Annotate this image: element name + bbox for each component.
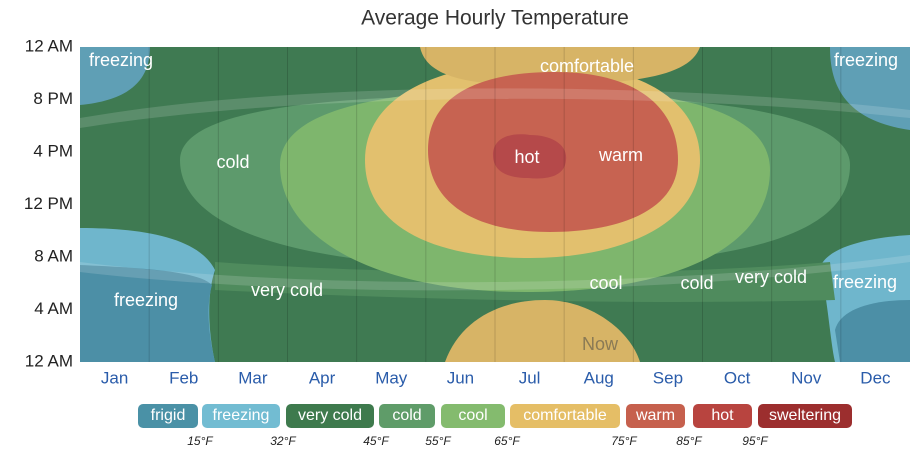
threshold-label: 55°F	[425, 434, 451, 448]
legend-label: freezing	[213, 407, 270, 424]
y-axis-label: 4 PM	[33, 141, 73, 160]
threshold-label: 65°F	[494, 434, 520, 448]
y-axis-label: 4 AM	[34, 299, 73, 318]
threshold-label: 75°F	[611, 434, 637, 448]
legend-swatch	[758, 404, 852, 428]
legend-swatch	[202, 404, 280, 428]
legend-label: cold	[392, 407, 421, 424]
month-label: Dec	[860, 368, 891, 387]
legend-swatch	[138, 404, 198, 428]
threshold-label: 32°F	[270, 434, 296, 448]
region-label: freezing	[834, 50, 898, 70]
region-label: hot	[514, 147, 539, 167]
region-label: Now	[582, 334, 619, 354]
legend-swatch	[510, 404, 620, 428]
legend-swatch	[693, 404, 752, 428]
region-label: freezing	[89, 50, 153, 70]
legend-label: hot	[711, 407, 734, 424]
chart-title: Average Hourly Temperature	[361, 7, 629, 30]
legend-label: warm	[635, 407, 675, 424]
month-label: Mar	[238, 368, 268, 387]
legend-label: very cold	[298, 407, 362, 424]
month-label: Feb	[169, 368, 198, 387]
contour-plot	[80, 47, 910, 362]
y-axis-label: 12 PM	[24, 194, 73, 213]
month-label: Jul	[519, 368, 541, 387]
y-axis-label: 12 AM	[25, 351, 73, 370]
region-label: freezing	[833, 272, 897, 292]
legend-swatch	[379, 404, 435, 428]
y-axis-label: 12 AM	[25, 36, 73, 55]
month-label: Apr	[309, 368, 336, 387]
threshold-label: 85°F	[676, 434, 702, 448]
region-label: very cold	[251, 280, 323, 300]
region-label: cold	[680, 273, 713, 293]
legend-swatch	[626, 404, 685, 428]
region-label: comfortable	[540, 56, 634, 76]
threshold-label: 15°F	[187, 434, 213, 448]
region-label: warm	[598, 145, 643, 165]
month-label: Oct	[724, 368, 751, 387]
month-label: Sep	[653, 368, 683, 387]
y-axis-label: 8 PM	[33, 89, 73, 108]
region-label: freezing	[114, 290, 178, 310]
legend-label: sweltering	[769, 407, 841, 424]
month-label: Nov	[791, 368, 822, 387]
legend-label: comfortable	[523, 407, 607, 424]
month-label: Jun	[447, 368, 474, 387]
threshold-label: 95°F	[742, 434, 768, 448]
region-label: cold	[216, 152, 249, 172]
threshold-label: 45°F	[363, 434, 389, 448]
legend-label: frigid	[151, 407, 186, 424]
month-label: Aug	[584, 368, 614, 387]
legend-swatch	[441, 404, 505, 428]
legend-swatch	[286, 404, 374, 428]
y-axis-label: 8 AM	[34, 246, 73, 265]
month-label: Jan	[101, 368, 128, 387]
region-label: very cold	[735, 267, 807, 287]
month-grid	[148, 47, 842, 362]
legend-label: cool	[458, 407, 487, 424]
region-label: cool	[589, 273, 622, 293]
month-label: May	[375, 368, 408, 387]
